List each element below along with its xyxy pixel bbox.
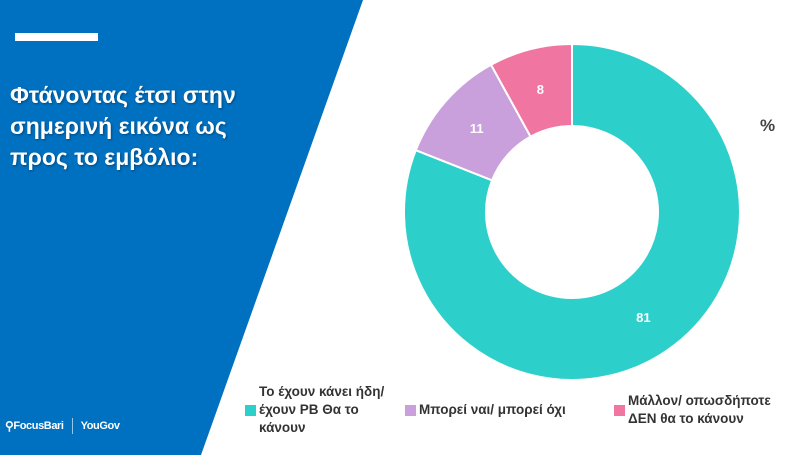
yougov-logo: YouGov [80, 420, 120, 432]
data-label-2: 8 [537, 82, 544, 97]
legend-item-1: Μπορεί ναι/ μπορεί όχι [405, 401, 605, 419]
slide-title: Φτάνοντας έτσι στην σημερινή εικόνα ως π… [10, 82, 236, 170]
unit-label: % [760, 116, 776, 135]
legend-item-2: Μάλλον/ οπωσδήποτε ΔΕΝ θα το κάνουν [614, 392, 799, 428]
logos: ⚲ FocusBari YouGov [5, 418, 120, 434]
legend-swatch-2 [614, 404, 625, 416]
legend-label-1: Μπορεί ναι/ μπορεί όχι [419, 402, 566, 417]
focusbari-logo: FocusBari [13, 420, 64, 432]
legend-item-0: Το έχουν κάνει ήδη/έχουν PB Θα το κάνουν [245, 383, 395, 437]
legend-label-0: Το έχουν κάνει ήδη/έχουν PB Θα το κάνουν [259, 384, 385, 435]
donut-slice-0 [403, 42, 741, 381]
data-label-0: 81 [636, 310, 650, 325]
logo-divider [71, 418, 73, 434]
data-label-1: 11 [470, 121, 484, 136]
title-accent-bar [15, 33, 98, 41]
legend-swatch-0 [245, 404, 256, 416]
magnifier-icon: ⚲ [5, 419, 14, 433]
legend-swatch-1 [405, 404, 416, 416]
donut-slice-2 [489, 42, 573, 138]
legend-label-2: Μάλλον/ οπωσδήποτε ΔΕΝ θα το κάνουν [628, 393, 771, 426]
